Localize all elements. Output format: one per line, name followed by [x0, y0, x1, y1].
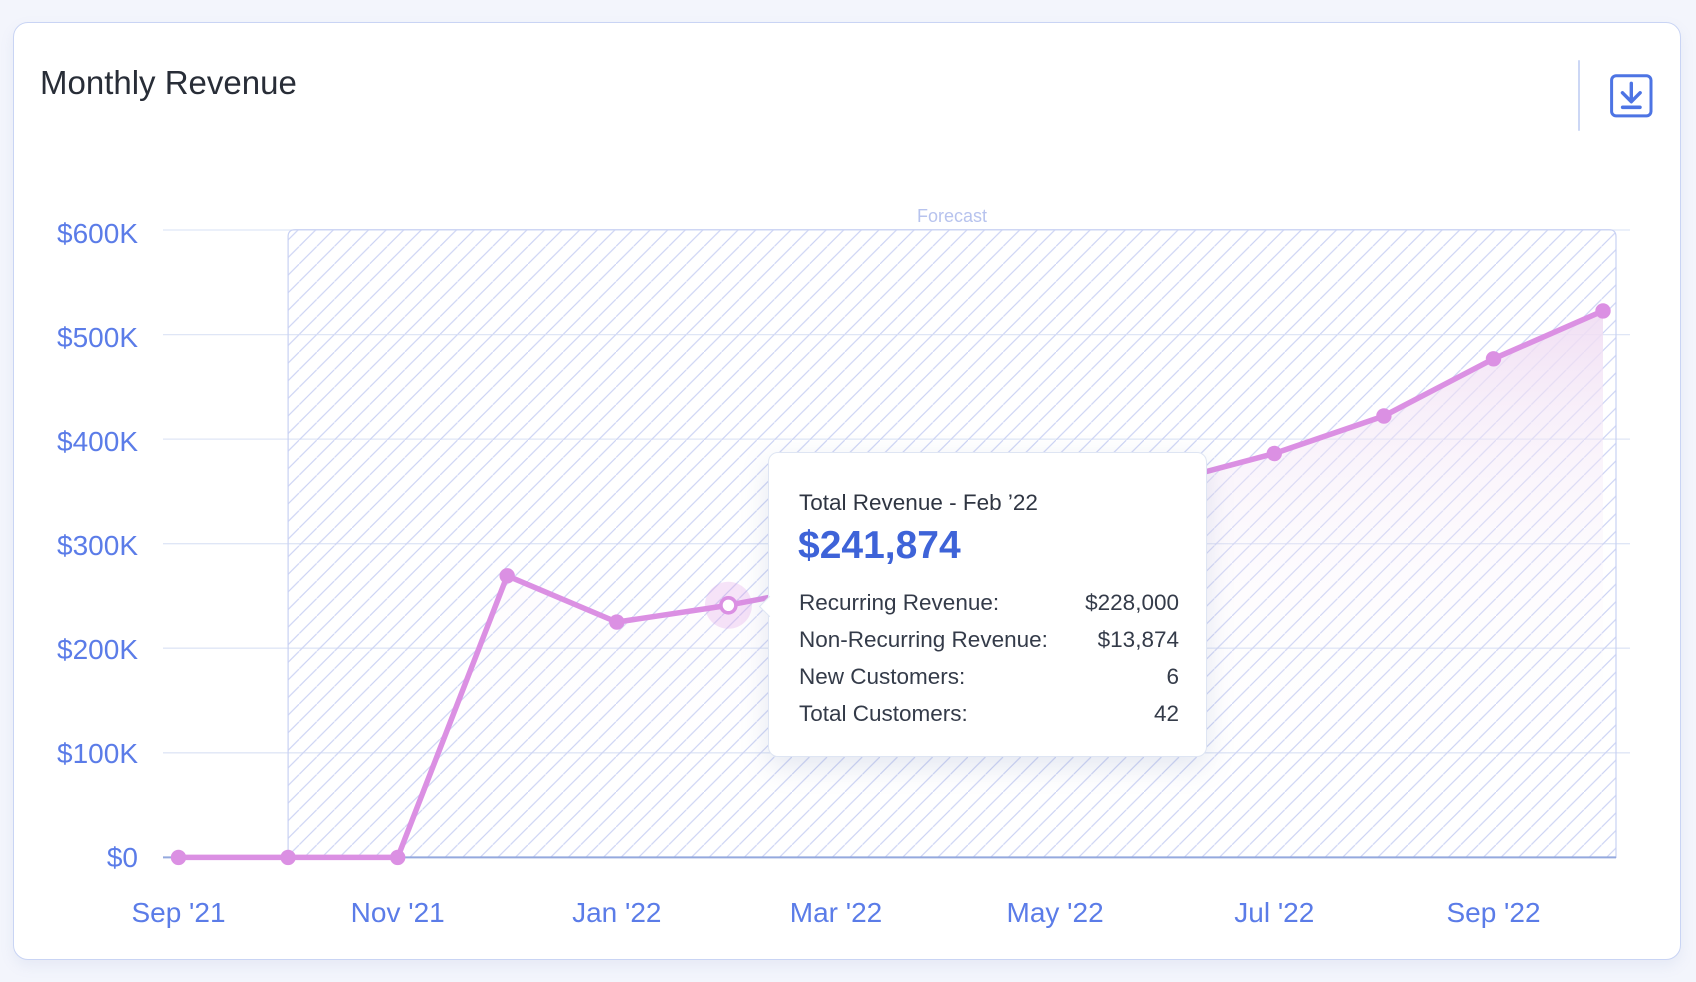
svg-text:Sep '22: Sep '22	[1446, 897, 1540, 928]
svg-text:Jul '22: Jul '22	[1234, 897, 1314, 928]
svg-text:$0: $0	[107, 842, 138, 873]
svg-text:Forecast: Forecast	[917, 206, 987, 226]
svg-text:$200K: $200K	[57, 634, 138, 665]
svg-text:May '22: May '22	[1007, 897, 1104, 928]
svg-text:Nov '21: Nov '21	[351, 897, 445, 928]
svg-text:Jan '22: Jan '22	[572, 897, 661, 928]
svg-text:Mar '22: Mar '22	[790, 897, 883, 928]
svg-text:Sep '21: Sep '21	[131, 897, 225, 928]
svg-text:$600K: $600K	[57, 218, 138, 249]
svg-text:$500K: $500K	[57, 322, 138, 353]
svg-text:$300K: $300K	[57, 530, 138, 561]
svg-text:$400K: $400K	[57, 426, 138, 457]
svg-text:$100K: $100K	[57, 738, 138, 769]
